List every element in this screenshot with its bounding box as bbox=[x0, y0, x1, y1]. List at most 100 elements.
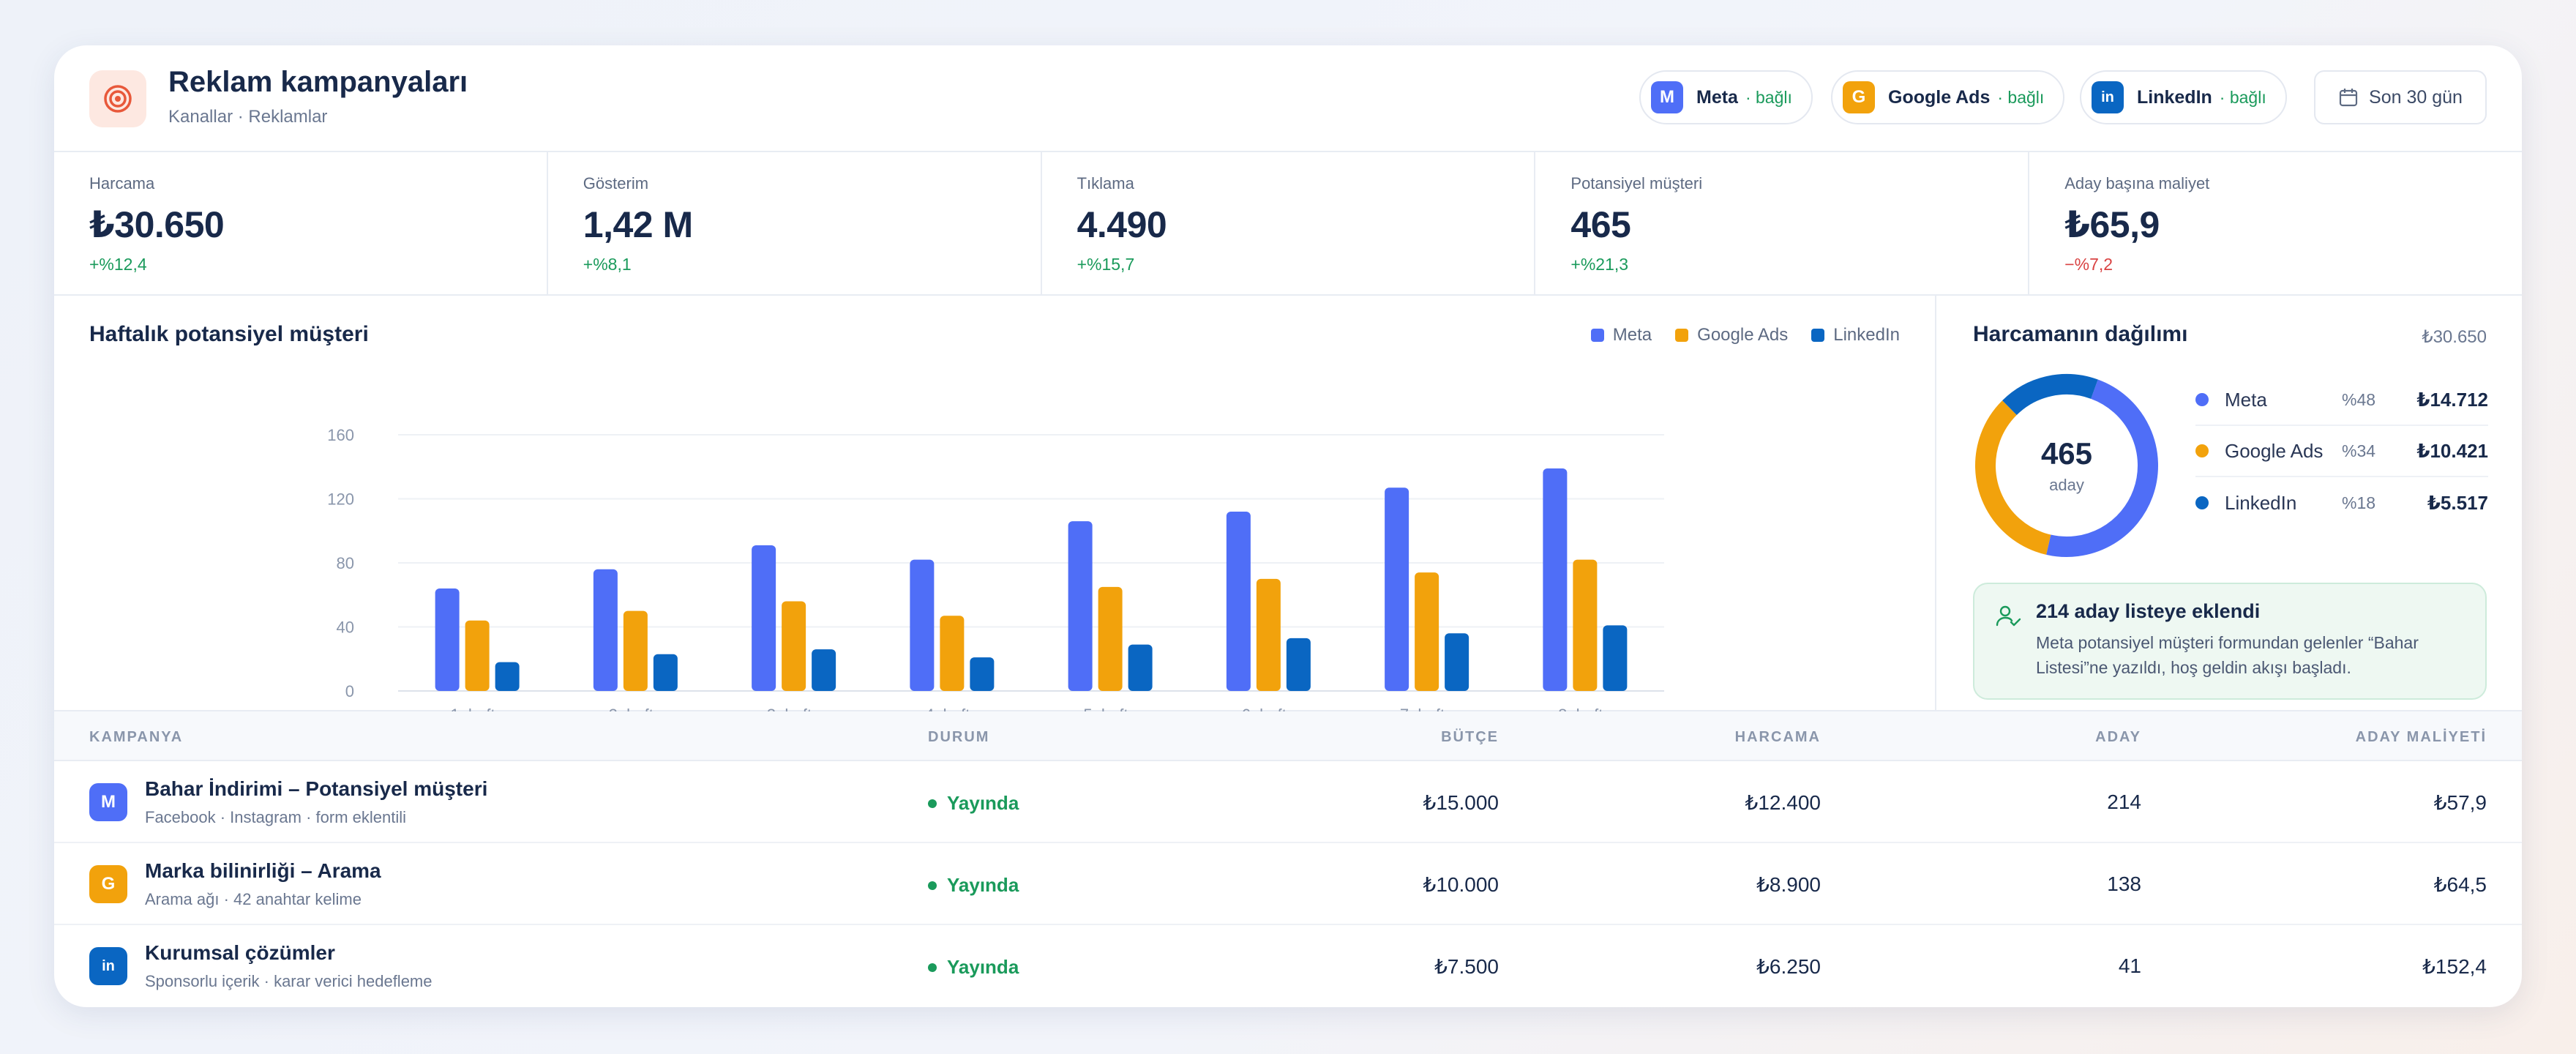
channel-name: LinkedIn bbox=[2137, 86, 2212, 108]
legend-label: Meta bbox=[1612, 325, 1652, 345]
donut-slice-meta bbox=[1975, 374, 2158, 557]
status-label: Yayında bbox=[947, 792, 1019, 814]
col-budget[interactable]: BÜTÇE bbox=[1441, 729, 1499, 745]
meta-icon: M bbox=[89, 783, 127, 821]
cell-leads: 138 bbox=[2107, 872, 2141, 895]
bar-google-ads bbox=[1573, 559, 1598, 691]
col-cpl[interactable]: ADAY MALİYETİ bbox=[2355, 729, 2487, 745]
donut-center-value: 465 bbox=[2040, 436, 2093, 471]
cell-leads: 41 bbox=[2118, 954, 2141, 977]
split-total: ₺30.650 bbox=[2422, 327, 2487, 347]
table-row[interactable]: M Bahar İndirimi – Potansiyel müşteri Fa… bbox=[54, 761, 2522, 843]
bar-meta bbox=[910, 559, 935, 691]
col-spend[interactable]: HARCAMA bbox=[1734, 729, 1821, 745]
split-row-linkedin: LinkedIn %18 ₺5.517 bbox=[2195, 477, 2488, 528]
bar-linkedin bbox=[1445, 633, 1469, 691]
linkedin-icon: in bbox=[89, 947, 127, 985]
y-tick-label: 0 bbox=[345, 682, 354, 700]
legend-item-meta[interactable]: Meta bbox=[1590, 325, 1652, 345]
google-ads-icon: G bbox=[1843, 81, 1875, 113]
bar-linkedin bbox=[812, 649, 836, 691]
legend-item-linkedin[interactable]: LinkedIn bbox=[1811, 325, 1900, 345]
x-tick-label: 1. hafta bbox=[450, 706, 504, 711]
kpi-label: Potansiyel müşteri bbox=[1570, 174, 1703, 193]
channel-chip-google-ads[interactable]: G Google Ads · bağlı bbox=[1831, 70, 2065, 124]
channel-status: · bağlı bbox=[1745, 87, 1792, 107]
bar-meta bbox=[752, 545, 776, 691]
date-range-button[interactable]: Son 30 gün bbox=[2314, 70, 2487, 124]
cell-cpl: ₺152,4 bbox=[2422, 955, 2487, 978]
kpi-row: Harcama ₺30.650 +%12,4 Gösterim 1,42 M +… bbox=[54, 152, 2522, 296]
split-name: Google Ads bbox=[2225, 439, 2324, 462]
chart-title: Haftalık potansiyel müşteri bbox=[89, 322, 369, 346]
campaign-name[interactable]: Bahar İndirimi – Potansiyel müşteri bbox=[145, 777, 488, 800]
spend-split-panel: Harcamanın dağılımı ₺30.650 465 aday Met… bbox=[1938, 296, 2522, 710]
cell-budget: ₺10.000 bbox=[1423, 873, 1499, 896]
split-row-google-ads: Google Ads %34 ₺10.421 bbox=[2195, 426, 2488, 477]
channel-status: · bağlı bbox=[1997, 87, 2045, 107]
bar-meta bbox=[1068, 521, 1093, 691]
campaign-name[interactable]: Kurumsal çözümler bbox=[145, 941, 335, 964]
page-header: Reklam kampanyaları Kanallar · Reklamlar… bbox=[54, 45, 2522, 152]
bar-linkedin bbox=[1286, 638, 1311, 691]
kpi-delta: +%21,3 bbox=[1570, 255, 1629, 274]
channel-name: Google Ads bbox=[1888, 86, 1991, 108]
split-name: Meta bbox=[2225, 388, 2267, 411]
x-tick-label: 3. hafta bbox=[767, 706, 821, 711]
split-name: LinkedIn bbox=[2225, 491, 2297, 514]
bar-google-ads bbox=[1415, 572, 1439, 691]
kpi-delta: −%7,2 bbox=[2064, 255, 2113, 274]
table-row[interactable]: G Marka bilinirliği – Arama Arama ağı · … bbox=[54, 843, 2522, 925]
kpi-value: 4.490 bbox=[1077, 204, 1167, 245]
page-title: Reklam kampanyaları bbox=[168, 66, 468, 98]
chart-legend: Meta Google Ads LinkedIn bbox=[1590, 325, 1900, 345]
kpi-cost-per-lead: Aday başına maliyet ₺65,9 −%7,2 bbox=[2029, 152, 2522, 294]
bar-meta bbox=[1226, 512, 1251, 691]
weekly-leads-panel: Haftalık potansiyel müşteri Meta Google … bbox=[54, 296, 1936, 711]
bar-google-ads bbox=[623, 610, 648, 691]
status-label: Yayında bbox=[947, 956, 1019, 978]
bar-linkedin bbox=[1603, 625, 1628, 691]
bar-meta bbox=[1385, 487, 1409, 691]
split-amount: ₺10.421 bbox=[2416, 439, 2488, 462]
kpi-value: ₺30.650 bbox=[89, 204, 225, 245]
cell-cpl: ₺64,5 bbox=[2433, 873, 2487, 896]
kpi-label: Harcama bbox=[89, 174, 155, 193]
cell-budget: ₺7.500 bbox=[1434, 955, 1499, 978]
legend-item-google-ads[interactable]: Google Ads bbox=[1675, 325, 1788, 345]
col-campaign[interactable]: KAMPANYA bbox=[89, 729, 184, 745]
x-tick-label: 5. hafta bbox=[1083, 706, 1137, 711]
kpi-impressions: Gösterim 1,42 M +%8,1 bbox=[548, 152, 1042, 294]
status-badge: Yayında bbox=[928, 792, 1019, 815]
col-leads[interactable]: ADAY bbox=[2095, 729, 2141, 745]
campaign-subtitle: Arama ağı · 42 anahtar kelime bbox=[145, 890, 362, 908]
breadcrumb: Kanallar · Reklamlar bbox=[168, 107, 328, 127]
x-tick-label: 6. hafta bbox=[1242, 706, 1296, 711]
channel-chip-meta[interactable]: M Meta · bağlı bbox=[1639, 70, 1813, 124]
channel-chip-linkedin[interactable]: in LinkedIn · bağlı bbox=[2080, 70, 2287, 124]
calendar-icon bbox=[2339, 89, 2358, 107]
charts-section: Haftalık potansiyel müşteri Meta Google … bbox=[54, 296, 2522, 711]
bar-linkedin bbox=[970, 657, 995, 691]
kpi-label: Gösterim bbox=[583, 174, 649, 193]
col-status[interactable]: DURUM bbox=[928, 729, 990, 745]
legend-label: Google Ads bbox=[1697, 325, 1789, 345]
split-title: Harcamanın dağılımı bbox=[1973, 322, 2188, 346]
channel-name: Meta bbox=[1696, 86, 1738, 108]
kpi-delta: +%8,1 bbox=[583, 255, 632, 274]
kpi-value: 465 bbox=[1570, 204, 1631, 245]
campaign-name[interactable]: Marka bilinirliği – Arama bbox=[145, 859, 381, 882]
campaign-subtitle: Sponsorlu içerik · karar verici hedeflem… bbox=[145, 972, 433, 990]
cell-budget: ₺15.000 bbox=[1423, 791, 1499, 814]
campaigns-card: Reklam kampanyaları Kanallar · Reklamlar… bbox=[54, 45, 2522, 1007]
kpi-label: Aday başına maliyet bbox=[2064, 174, 2210, 193]
kpi-spend: Harcama ₺30.650 +%12,4 bbox=[54, 152, 548, 294]
cell-cpl: ₺57,9 bbox=[2433, 791, 2487, 814]
bar-google-ads bbox=[465, 620, 490, 691]
x-tick-label: 7. hafta bbox=[1400, 706, 1454, 711]
linkedin-icon: in bbox=[2092, 81, 2124, 113]
bar-meta bbox=[435, 588, 460, 691]
table-row[interactable]: in Kurumsal çözümler Sponsorlu içerik · … bbox=[54, 925, 2522, 1007]
donut-center-unit: aday bbox=[2049, 476, 2084, 494]
bar-meta bbox=[593, 569, 618, 691]
